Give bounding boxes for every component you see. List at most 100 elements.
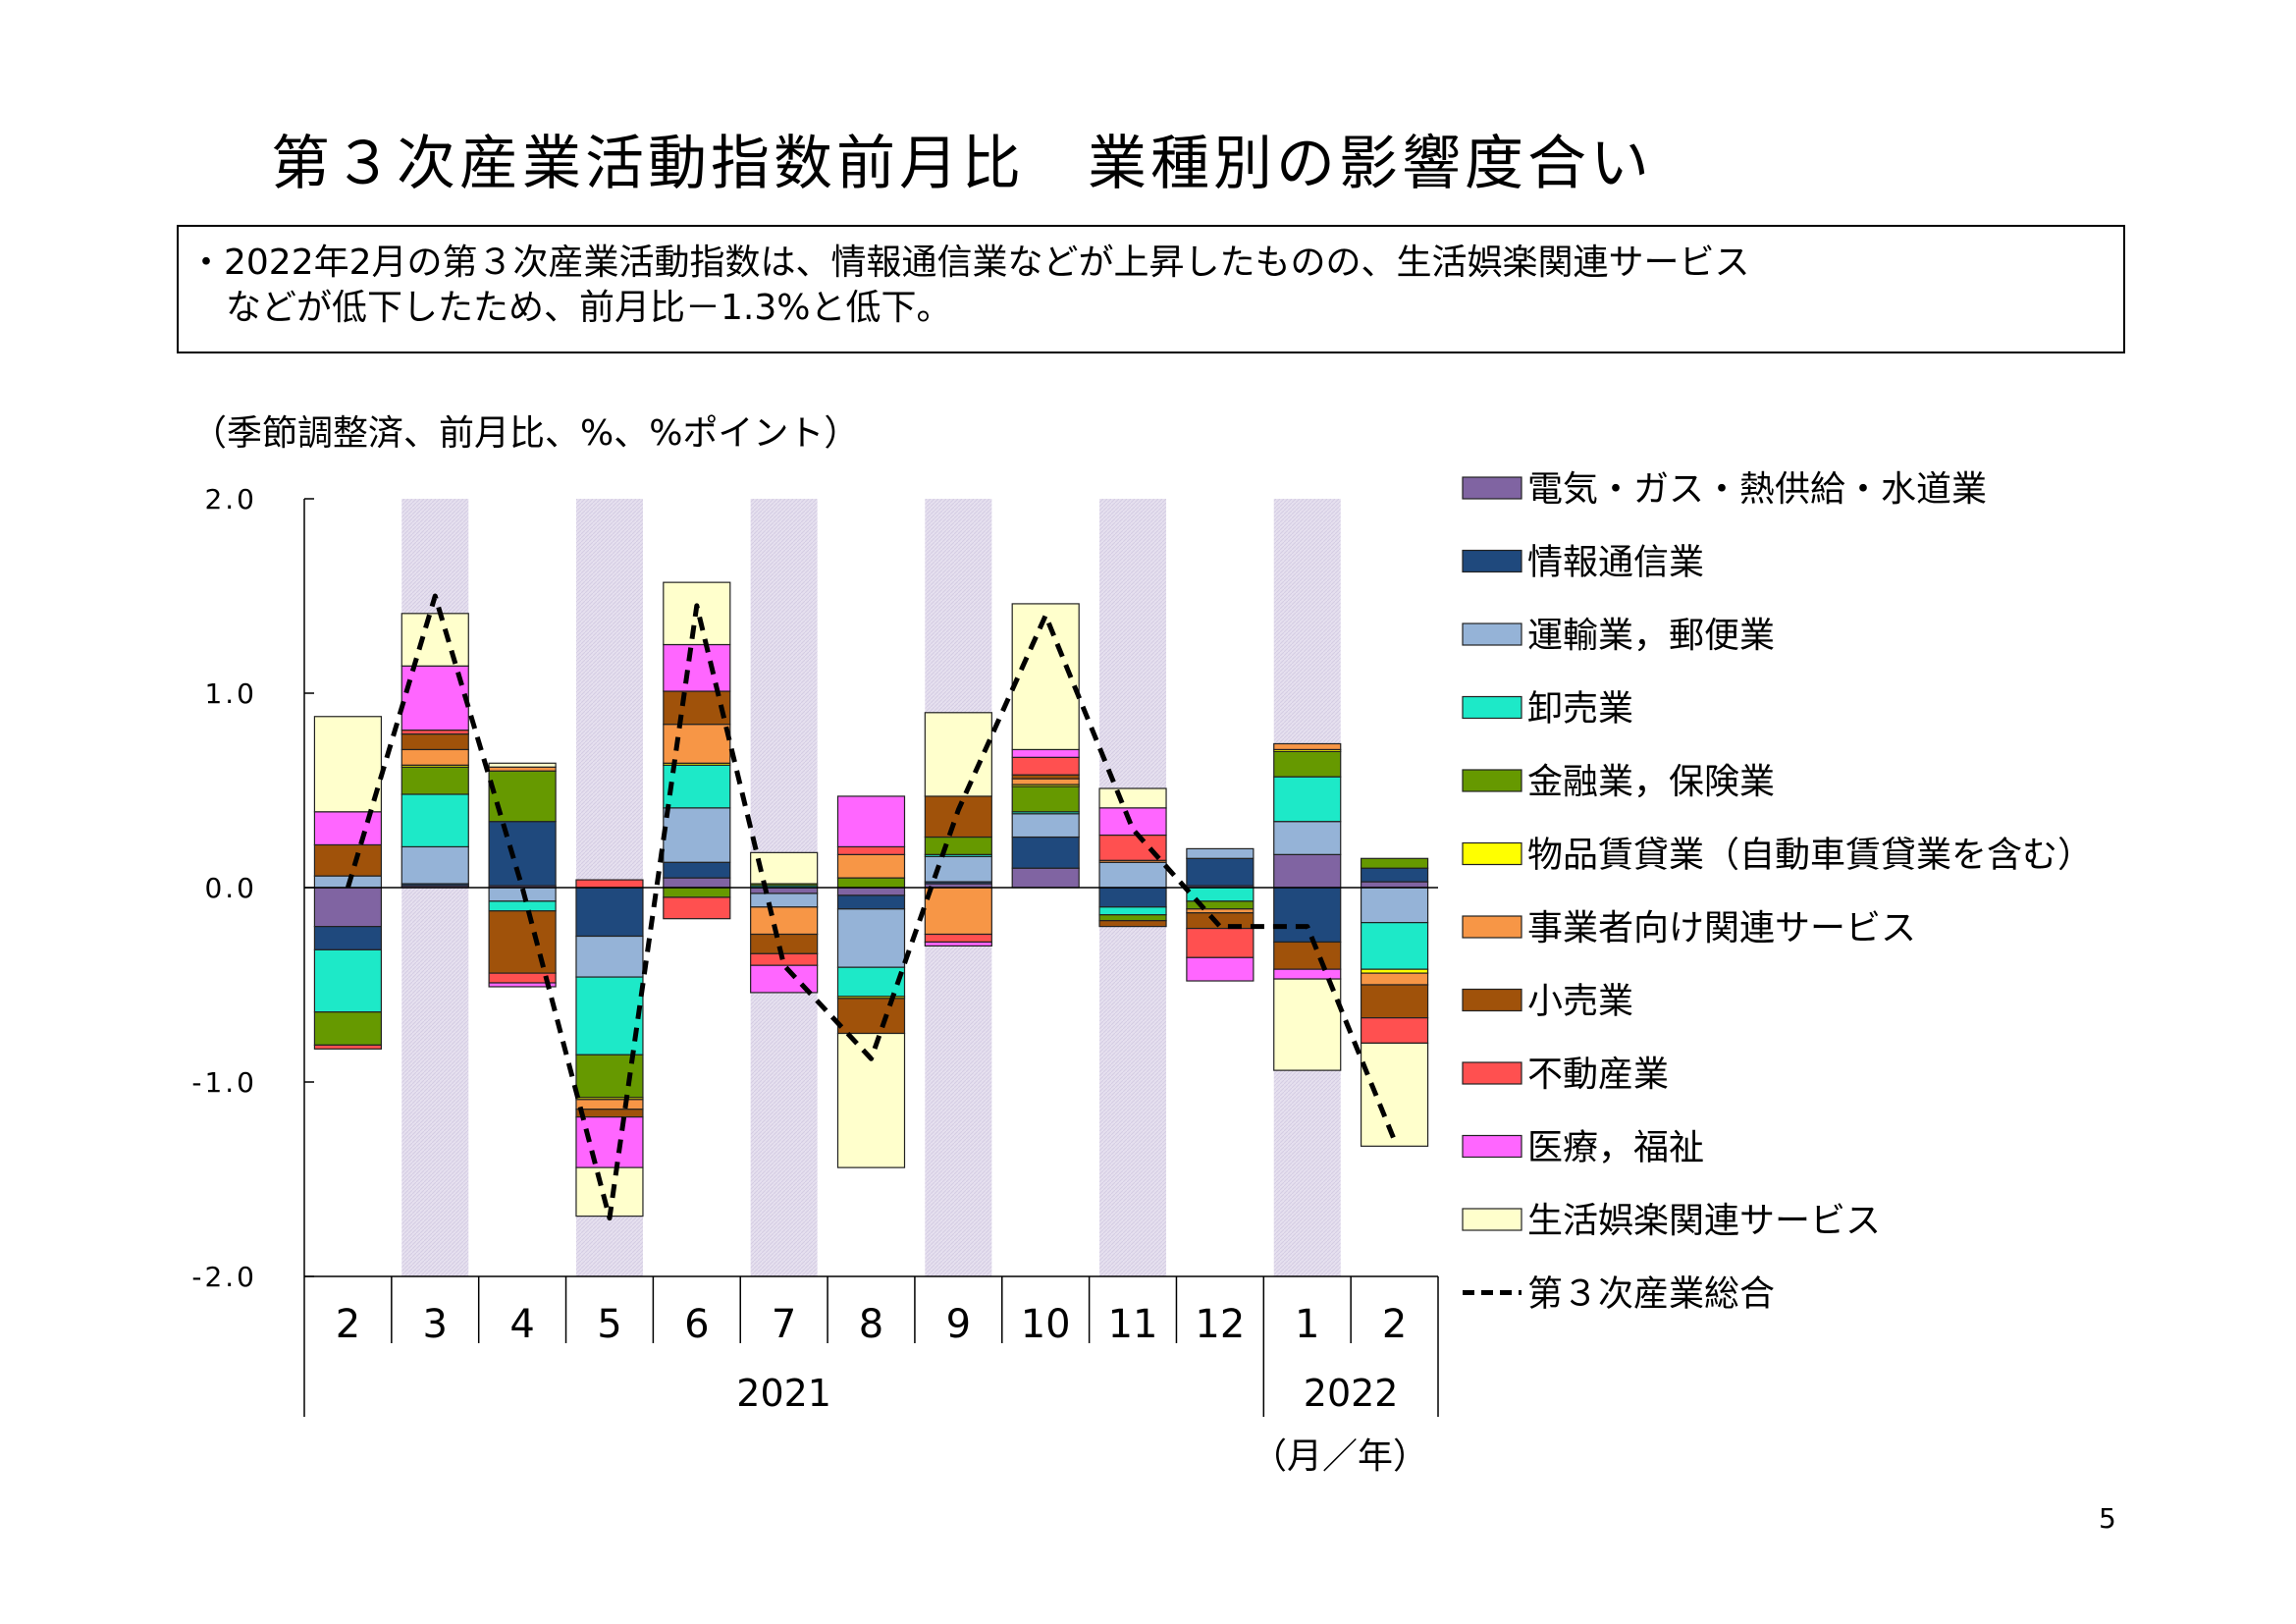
x-tick-label: 9 bbox=[946, 1302, 971, 1347]
y-tick-label: 0.0 bbox=[204, 872, 257, 904]
legend-swatch bbox=[1462, 988, 1522, 1012]
legend-label: 卸売業 bbox=[1527, 689, 1633, 730]
bar-segment bbox=[575, 887, 644, 938]
bar-segment bbox=[1011, 756, 1080, 776]
bar-segment bbox=[400, 748, 469, 766]
bar-segment bbox=[575, 1099, 644, 1110]
bar-segment bbox=[313, 1011, 383, 1046]
bar-segment bbox=[313, 948, 383, 1013]
legend-label: 小売業 bbox=[1527, 982, 1633, 1022]
bar-segment bbox=[1273, 887, 1342, 944]
legend-swatch bbox=[1462, 549, 1522, 573]
legend-label: 医療，福祉 bbox=[1527, 1128, 1704, 1168]
bar-segment bbox=[575, 1109, 644, 1118]
bar-segment bbox=[836, 877, 906, 889]
x-tick-label: 2 bbox=[1382, 1302, 1407, 1347]
bar-segment bbox=[924, 712, 992, 797]
bar-segment bbox=[663, 877, 731, 889]
bar-segment bbox=[750, 933, 819, 954]
bar-segment bbox=[1360, 857, 1429, 869]
legend-swatch bbox=[1462, 1061, 1522, 1085]
bar-segment bbox=[924, 836, 992, 855]
legend-label: 不動産業 bbox=[1527, 1055, 1669, 1095]
legend-swatch bbox=[1462, 1208, 1522, 1231]
legend-label: 事業者向け関連サービス bbox=[1527, 908, 1916, 948]
bar-segment bbox=[400, 766, 469, 795]
legend-label: 物品賃貸業（自動車賃貸業を含む） bbox=[1527, 836, 2093, 876]
bar-segment bbox=[1098, 914, 1167, 922]
bar-segment bbox=[924, 887, 992, 936]
x-tick-label: 7 bbox=[772, 1302, 796, 1347]
x-tick-label: 4 bbox=[509, 1302, 534, 1347]
bar-segment bbox=[750, 887, 819, 894]
bar-segment bbox=[488, 821, 557, 887]
legend-label: 生活娯楽関連サービス bbox=[1527, 1201, 1881, 1241]
bar-segment bbox=[836, 908, 906, 968]
y-tick-label: -2.0 bbox=[191, 1261, 257, 1293]
bar-segment bbox=[836, 998, 906, 1035]
bar-segment bbox=[836, 845, 906, 855]
bar-segment bbox=[400, 845, 469, 885]
x-tick-label: 2 bbox=[336, 1302, 360, 1347]
bar-segment bbox=[488, 982, 557, 988]
legend-swatch bbox=[1462, 915, 1522, 939]
legend-swatch bbox=[1462, 841, 1522, 866]
bar-segment bbox=[1011, 867, 1080, 889]
summary-line-2: などが低下したため、前月比－1.3%と低下。 bbox=[226, 288, 952, 328]
bar-segment bbox=[1098, 787, 1167, 809]
bar-segment bbox=[1098, 887, 1167, 908]
bar-segment bbox=[1273, 776, 1342, 823]
bar-segment bbox=[1098, 920, 1167, 928]
bar-segment bbox=[1360, 972, 1429, 986]
legend-swatch bbox=[1462, 769, 1522, 792]
bar-segment bbox=[313, 887, 383, 928]
x-tick-label: 8 bbox=[859, 1302, 883, 1347]
bar-segment bbox=[1360, 887, 1429, 924]
legend-swatch bbox=[1462, 476, 1522, 500]
bar-segment bbox=[1273, 821, 1342, 855]
bar-segment bbox=[1186, 912, 1255, 930]
summary-box: ・2022年2月の第３次産業活動指数は、情報通信業などが上昇したものの、生活娯楽… bbox=[177, 225, 2125, 353]
bar-segment bbox=[1011, 813, 1080, 839]
bar-segment bbox=[663, 896, 731, 920]
bar-segment bbox=[1273, 968, 1342, 980]
bar-segment bbox=[750, 906, 819, 936]
bar-segment bbox=[1011, 778, 1080, 785]
bar-segment bbox=[1273, 941, 1342, 970]
bar-segment bbox=[575, 935, 644, 978]
bar-segment bbox=[1273, 750, 1342, 778]
bar-segment bbox=[924, 795, 992, 839]
x-tick-label: 10 bbox=[1021, 1302, 1071, 1347]
bar-segment bbox=[575, 1116, 644, 1168]
bar-segment bbox=[1273, 978, 1342, 1071]
x-tick-label: 5 bbox=[597, 1302, 621, 1347]
legend-swatch bbox=[1462, 695, 1522, 720]
bar-segment bbox=[400, 613, 469, 667]
bar-segment bbox=[1360, 881, 1429, 889]
bar-segment bbox=[1186, 847, 1255, 859]
bar-segment bbox=[663, 861, 731, 879]
unit-note: （季節調整済、前月比、%、%ポイント） bbox=[191, 413, 860, 454]
bar-segment bbox=[663, 724, 731, 764]
bar-segment bbox=[1360, 1042, 1429, 1147]
bar-segment bbox=[1273, 853, 1342, 889]
bar-segment bbox=[1011, 748, 1080, 758]
y-tick-label: 2.0 bbox=[204, 483, 257, 515]
x-tick-label: 11 bbox=[1108, 1302, 1158, 1347]
bar-segment bbox=[1186, 927, 1255, 958]
bar-segment bbox=[663, 887, 731, 898]
x-tick-label: 1 bbox=[1295, 1302, 1319, 1347]
bar-segment bbox=[313, 925, 383, 950]
bar-segment bbox=[1360, 984, 1429, 1019]
bar-segment bbox=[1186, 857, 1255, 887]
bar-segment bbox=[575, 879, 644, 889]
year-label: 2021 bbox=[736, 1372, 831, 1415]
bar-segment bbox=[750, 893, 819, 908]
bar-segment bbox=[1098, 807, 1167, 837]
slide-title: 第３次産業活動指数前月比 業種別の影響度合い bbox=[271, 130, 1653, 198]
bar-segment bbox=[1011, 603, 1080, 751]
bar-segment bbox=[488, 900, 557, 912]
bar-segment bbox=[924, 933, 992, 944]
legend-label: 電気・ガス・熱供給・水道業 bbox=[1527, 469, 1987, 510]
